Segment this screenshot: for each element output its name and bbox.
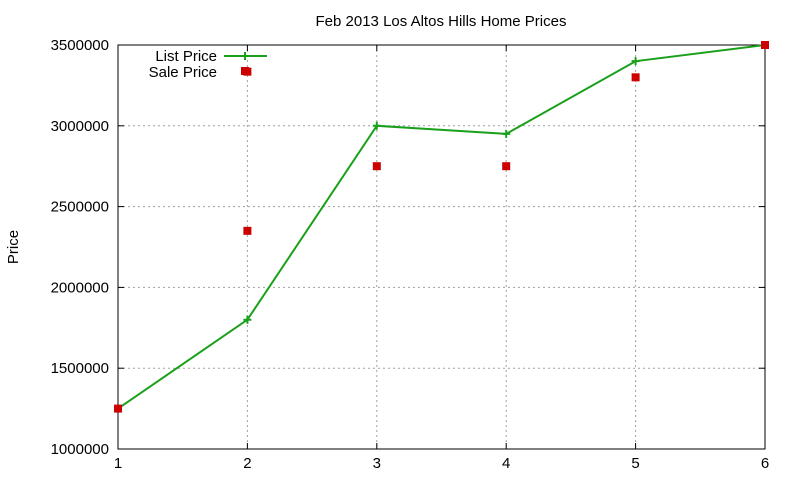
x-tick-label: 4 <box>502 455 510 472</box>
point-list-price <box>243 315 252 324</box>
point-list-price <box>631 57 640 66</box>
legend-marker-list-price <box>241 52 249 60</box>
y-tick-label: 1500000 <box>51 360 109 377</box>
point-list-price <box>372 121 381 130</box>
grid <box>118 45 765 449</box>
point-sale-price <box>243 226 252 235</box>
y-tick-label: 2000000 <box>51 279 109 296</box>
point-list-price <box>502 129 511 138</box>
y-axis-label: Price <box>5 230 22 264</box>
y-axis-tick-labels: 1000000 1500000 2000000 2500000 3000000 35000… <box>51 37 109 458</box>
point-sale-price <box>114 404 122 413</box>
point-sale-price <box>761 41 769 49</box>
point-sale-price <box>502 162 511 171</box>
y-tick-label: 3000000 <box>51 118 109 135</box>
legend-label-sale-price: Sale Price <box>149 64 217 81</box>
legend-label-list-price: List Price <box>155 48 217 65</box>
axis-ticks <box>117 44 766 450</box>
chart-title: Feb 2013 Los Altos Hills Home Prices <box>316 13 567 30</box>
y-tick-label: 3500000 <box>51 37 109 54</box>
x-axis-tick-labels: 1 2 3 4 5 6 <box>114 455 769 472</box>
x-tick-label: 5 <box>631 455 639 472</box>
legend-marker-sale-price <box>241 67 249 75</box>
series-layer <box>114 41 769 413</box>
point-sale-price <box>372 162 381 171</box>
x-tick-label: 2 <box>243 455 251 472</box>
x-tick-label: 1 <box>114 455 122 472</box>
plot-frame <box>117 44 766 450</box>
y-tick-label: 2500000 <box>51 199 109 216</box>
x-tick-label: 6 <box>761 455 769 472</box>
series-line-list-price <box>117 44 766 410</box>
x-tick-label: 3 <box>373 455 381 472</box>
legend: List Price Sale Price <box>149 48 267 81</box>
point-sale-price <box>631 73 640 82</box>
y-tick-label: 1000000 <box>51 441 109 458</box>
